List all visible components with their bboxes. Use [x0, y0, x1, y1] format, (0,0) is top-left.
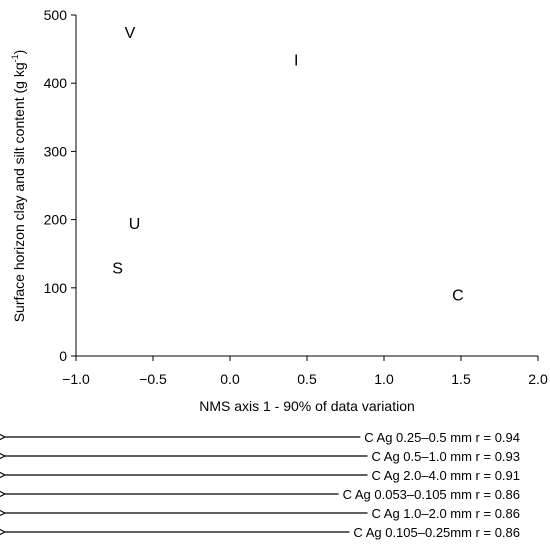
x-tick-label: 1.5 — [451, 371, 471, 387]
y-tick-label: 200 — [44, 212, 68, 228]
vector-label: C Ag 1.0–2.0 mm r = 0.86 — [372, 506, 521, 521]
data-points: V I U S C — [112, 25, 463, 305]
x-tick-label: −0.5 — [139, 371, 167, 387]
x-tick-label: 0.0 — [220, 371, 240, 387]
y-axis-title-main: Surface horizon clay and silt content (g… — [11, 62, 27, 322]
y-axis-title-close: ) — [11, 50, 27, 55]
point-label-i: I — [294, 52, 298, 69]
y-axis-title-superscript: -1 — [10, 54, 20, 62]
x-axis-title: NMS axis 1 - 90% of data variation — [199, 398, 415, 414]
x-tick-label: 1.0 — [374, 371, 394, 387]
x-tick-label: −1.0 — [62, 371, 90, 387]
y-tick-label: 500 — [44, 7, 68, 23]
point-label-v: V — [125, 25, 136, 42]
point-label-c: C — [452, 288, 464, 305]
vector-label: C Ag 0.25–0.5 mm r = 0.94 — [364, 430, 520, 445]
y-tick-label: 100 — [44, 280, 68, 296]
x-tick-label: 0.5 — [297, 371, 317, 387]
point-label-s: S — [112, 260, 123, 277]
y-axis-title: Surface horizon clay and silt content (g… — [10, 50, 27, 323]
y-tick-label: 400 — [44, 75, 68, 91]
vector-label: C Ag 0.105–0.25mm r = 0.86 — [353, 525, 520, 540]
vector-label: C Ag 0.053–0.105 mm r = 0.86 — [343, 487, 520, 502]
x-ticks: −1.0 −0.5 0.0 0.5 1.0 1.5 2.0 — [62, 356, 548, 387]
x-tick-label: 2.0 — [528, 371, 548, 387]
axes — [75, 15, 538, 357]
point-label-u: U — [129, 216, 141, 233]
vector-arrows: C Ag 0.25–0.5 mm r = 0.94 C Ag 0.5–1.0 mm… — [5, 430, 520, 540]
vector-label: C Ag 2.0–4.0 mm r = 0.91 — [372, 468, 521, 483]
y-tick-label: 0 — [59, 348, 67, 364]
vector-label: C Ag 0.5–1.0 mm r = 0.93 — [372, 449, 521, 464]
y-tick-label: 300 — [44, 143, 68, 159]
y-ticks: 0 100 200 300 400 500 — [44, 7, 76, 364]
